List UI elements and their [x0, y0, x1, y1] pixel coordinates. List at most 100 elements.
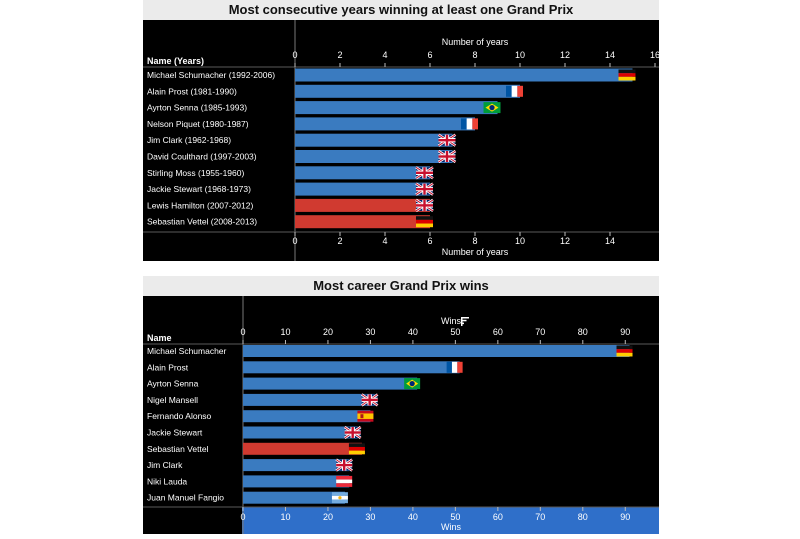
flag-stripe [616, 349, 633, 353]
bottom-tick-label: 0 [240, 512, 245, 522]
bottom-tick-label: 30 [365, 512, 375, 522]
top-tick-label: 90 [620, 327, 630, 337]
flag-uk-icon [437, 149, 457, 164]
category-label: Niki Lauda [147, 476, 187, 486]
top-tick-label: 0 [240, 327, 245, 337]
top-tick-label: 60 [493, 327, 503, 337]
top-tick-label: 12 [560, 50, 570, 60]
flag-brazil-icon [483, 102, 501, 114]
flag-uk-icon [360, 393, 379, 407]
category-label: Ayrton Senna (1985-1993) [147, 103, 247, 113]
category-label: Juan Manuel Fangio [147, 493, 224, 503]
category-label: Michael Schumacher (1992-2006) [147, 70, 275, 80]
flag-stripe [618, 69, 636, 74]
flag-cross-red [438, 139, 456, 142]
flag-stripe [336, 475, 353, 480]
top-tick-label: 80 [578, 327, 588, 337]
bar [295, 182, 430, 196]
category-label: Sebastian Vettel (2008-2013) [147, 217, 257, 227]
flag-cross-red [361, 398, 378, 402]
bottom-tick-label: 40 [408, 512, 418, 522]
flag-france-icon [461, 118, 478, 130]
flag-stripe [457, 361, 463, 373]
flag-stripe [616, 345, 633, 350]
flag-brazil-icon [404, 378, 421, 390]
flag-argentina-icon [331, 492, 348, 504]
row-header: Name (Years) [147, 56, 204, 66]
category-label: Jim Clark (1962-1968) [147, 135, 231, 145]
category-label: Alain Prost (1981-1990) [147, 86, 237, 96]
top-tick-label: 6 [427, 50, 432, 60]
bottom-axis-label: Number of years [442, 247, 509, 257]
flag-stripe [511, 85, 518, 97]
bottom-tick-label: 10 [280, 512, 290, 522]
flag-stripe [336, 483, 353, 487]
flag-sun [338, 496, 342, 500]
bar [243, 426, 358, 439]
top-tick-label: 40 [408, 327, 418, 337]
flag-uk-icon [343, 425, 362, 440]
flag-globe [409, 380, 415, 387]
flag-stripe [416, 219, 433, 224]
category-label: Ayrton Senna [147, 379, 199, 389]
bottom-tick-label: 14 [605, 236, 615, 246]
bar [295, 198, 430, 212]
category-label: Jim Clark [147, 460, 183, 470]
bottom-tick-label: 4 [382, 236, 387, 246]
sort-bar [461, 317, 469, 319]
flag-uk-icon [415, 166, 434, 180]
flag-austria-icon [336, 475, 353, 487]
top-tick-label: 10 [515, 50, 525, 60]
flag-stripe [336, 479, 353, 484]
flag-france-icon [446, 361, 463, 373]
bottom-axis-band [242, 507, 659, 534]
category-label: Michael Schumacher [147, 346, 227, 356]
bar [243, 459, 350, 472]
flag-stripe [618, 73, 636, 77]
chart2-plot: Wins 0 10 20 30 40 50 60 70 80 90 Name Michael Schum… [143, 296, 659, 534]
bar [243, 475, 350, 488]
chart2-svg: Wins 0 10 20 30 40 50 60 70 80 90 Name Michael Schum… [143, 296, 659, 534]
flag-france-icon [506, 85, 523, 97]
sort-bar [461, 319, 467, 322]
bottom-tick-label: 90 [620, 512, 630, 522]
bar [295, 215, 430, 229]
bottom-tick-label: 70 [535, 512, 545, 522]
flag-globe [489, 104, 495, 111]
sort-descending-icon [461, 317, 469, 326]
flag-stripe [517, 85, 523, 97]
flag-cross-red [336, 463, 353, 467]
category-label: Nigel Mansell [147, 395, 198, 405]
bar [295, 133, 453, 147]
category-label: Alain Prost [147, 362, 189, 372]
top-tick-label: 30 [365, 327, 375, 337]
bar [243, 442, 362, 455]
flag-stripe [472, 118, 478, 130]
top-tick-label: 16 [650, 50, 659, 60]
chart1-panel: Most consecutive years winning at least … [143, 0, 660, 262]
category-label: Stirling Moss (1955-1960) [147, 168, 244, 178]
chart2-title: Most career Grand Prix wins [143, 276, 659, 296]
flag-stripe [331, 499, 348, 504]
flag-stripe [616, 352, 633, 357]
bottom-tick-label: 60 [493, 512, 503, 522]
flag-uk-icon [415, 182, 434, 196]
top-axis-label: Wins [441, 316, 461, 326]
flag-uk-icon [437, 133, 457, 147]
bar [243, 345, 630, 357]
top-tick-label: 14 [605, 50, 615, 60]
top-tick-label: 20 [323, 327, 333, 337]
bottom-tick-label: 80 [578, 512, 588, 522]
top-axis-label: Number of years [442, 37, 509, 47]
flag-stripe [357, 413, 374, 419]
flag-stripe [446, 361, 452, 373]
bar [243, 361, 460, 374]
top-tick-label: 10 [280, 327, 290, 337]
bar [295, 84, 520, 98]
bar [243, 491, 345, 504]
top-tick-label: 8 [472, 50, 477, 60]
category-label: Nelson Piquet (1980-1987) [147, 119, 249, 129]
flag-cross-red [438, 155, 456, 158]
flag-spain-icon [357, 410, 374, 422]
flag-cross-red [416, 204, 433, 207]
